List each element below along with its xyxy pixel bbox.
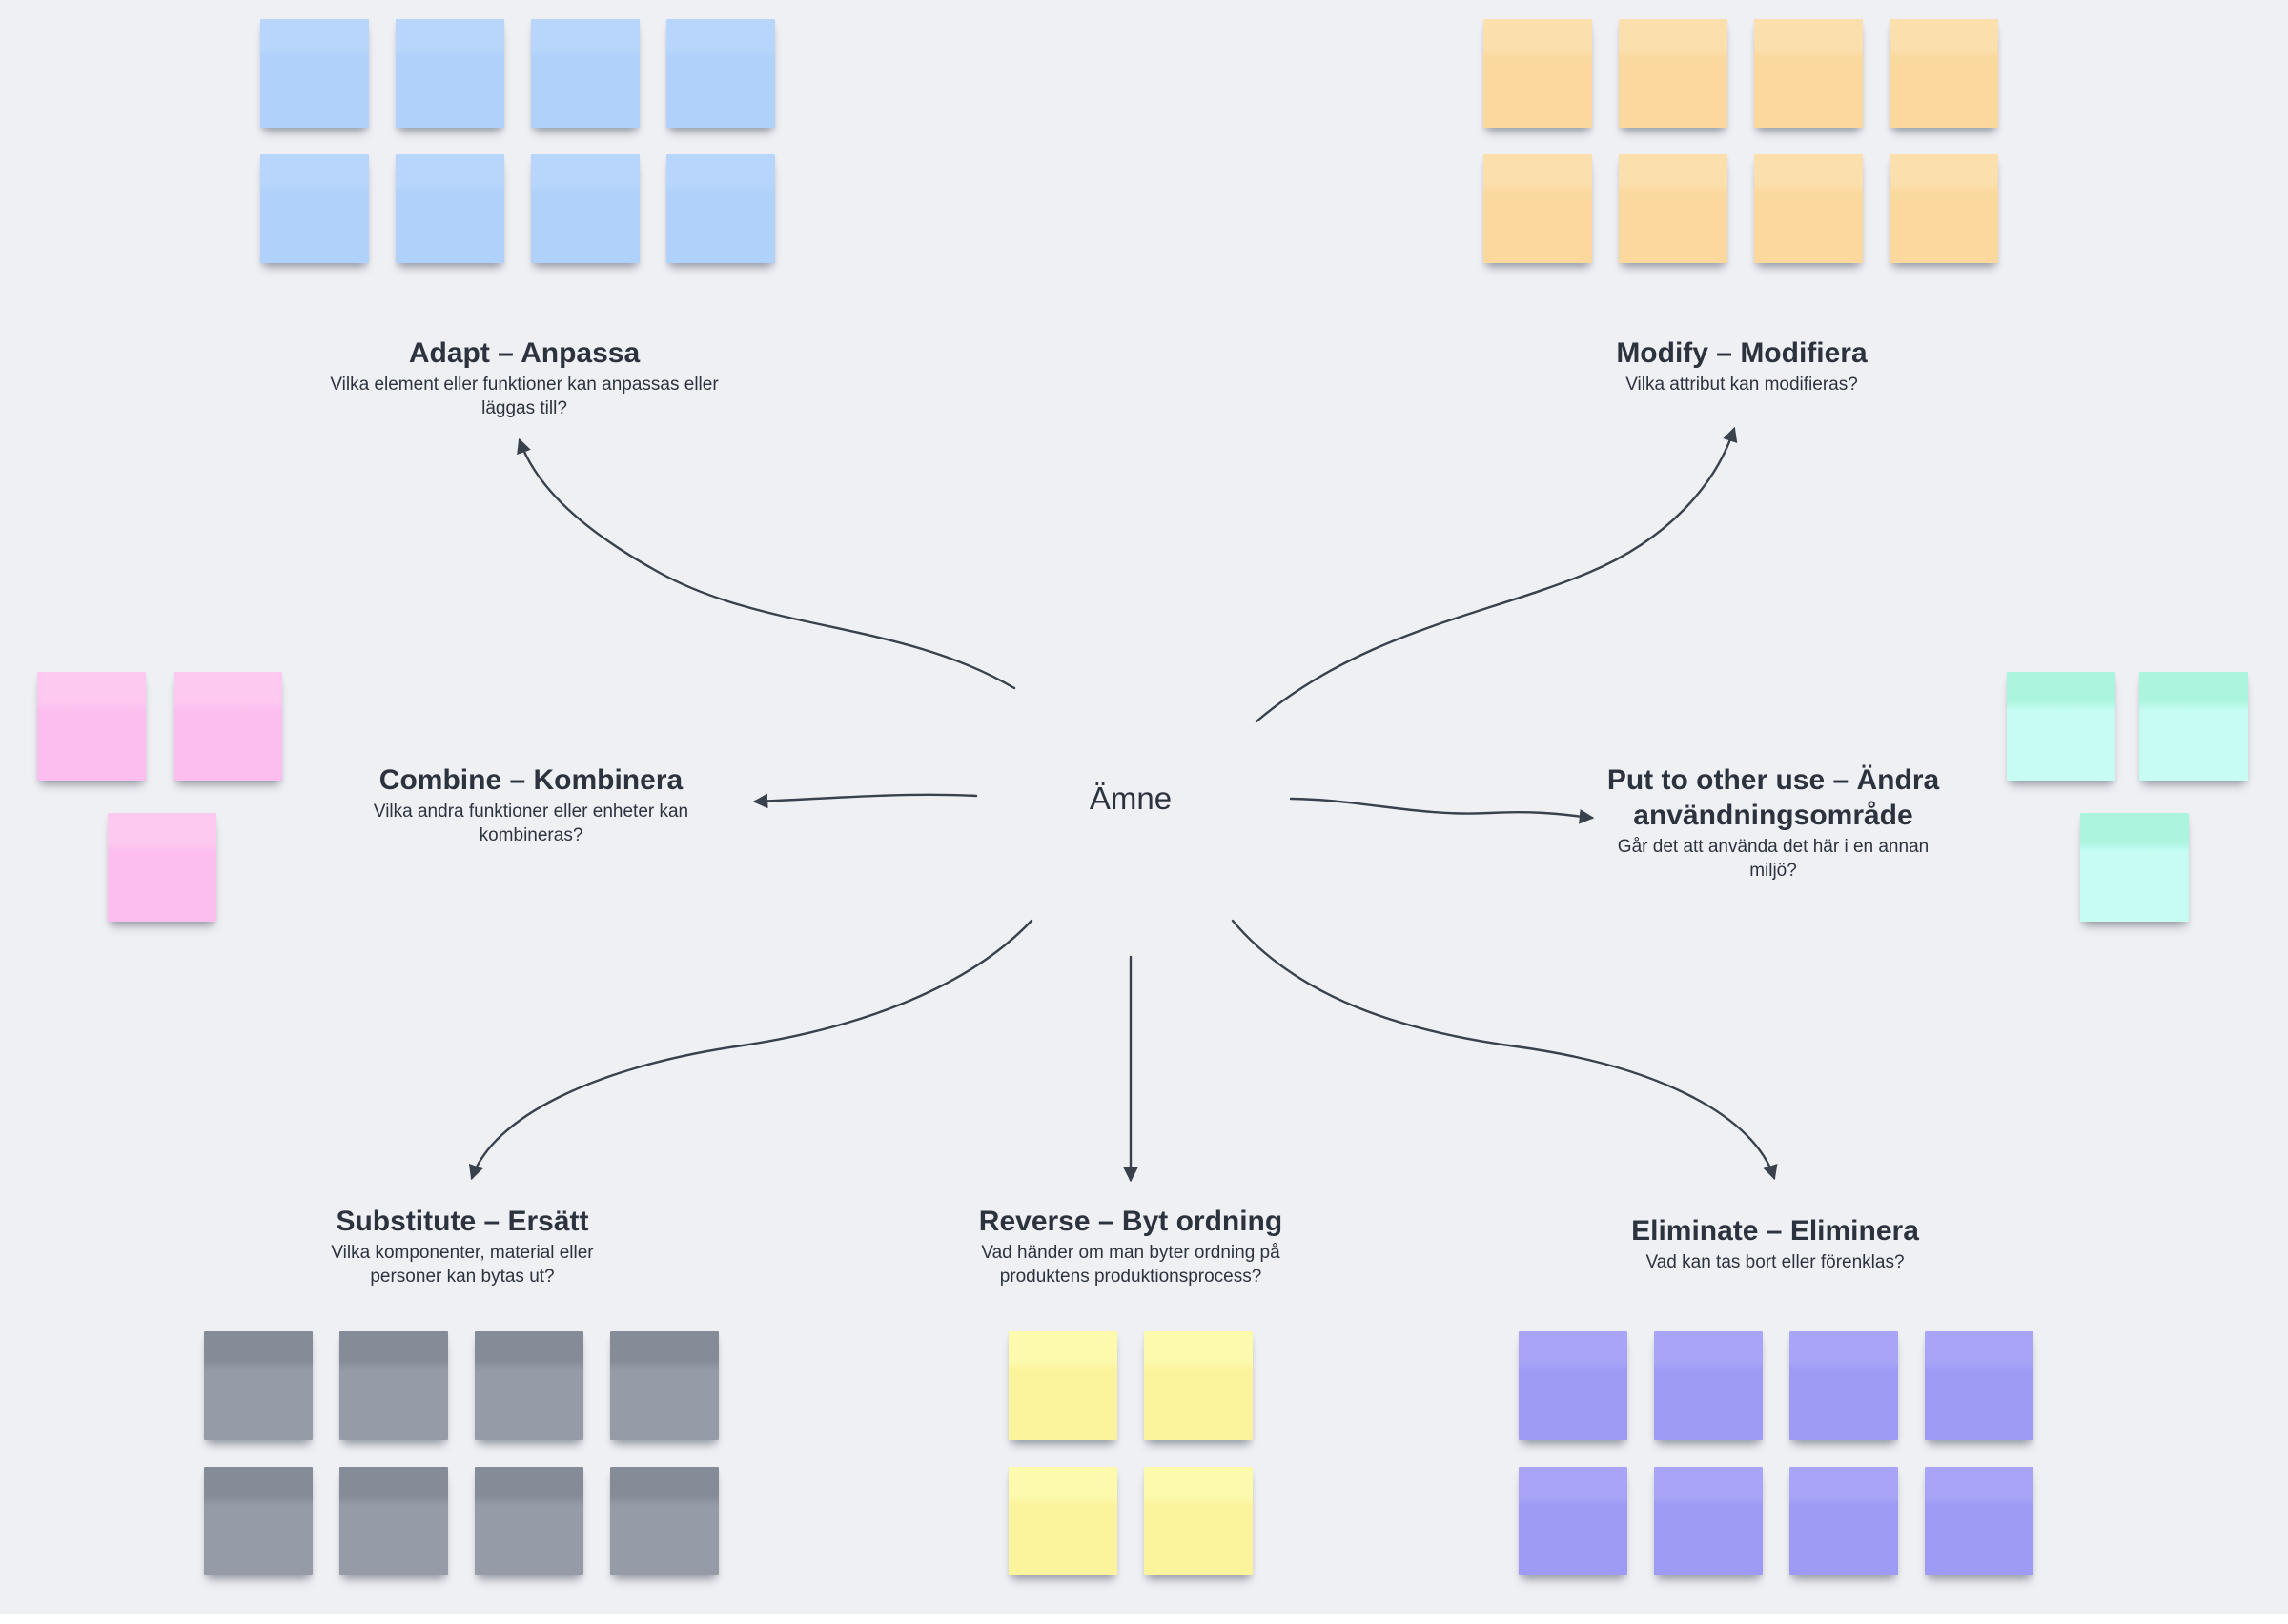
category-subtitle[interactable]: Vilka element eller funktioner kan anpas… (330, 375, 719, 418)
sticky-note[interactable] (2080, 813, 2189, 922)
canvas-bottom-edge (0, 1614, 2288, 1624)
sticky-note[interactable] (610, 1331, 719, 1440)
sticky-note[interactable] (1009, 1331, 1117, 1440)
connector-modify[interactable] (1255, 426, 1738, 723)
sticky-note[interactable] (1619, 19, 1727, 128)
sticky-note[interactable] (339, 1331, 448, 1440)
category-label-combine: Combine – Kombinera Vilka andra funktion… (302, 762, 760, 847)
connector-adapt[interactable] (517, 437, 1016, 690)
sticky-note[interactable] (2007, 672, 2115, 781)
sticky-note[interactable] (1754, 154, 1863, 263)
category-title[interactable]: Modify – Modifiera (1616, 337, 1868, 369)
sticky-note[interactable] (260, 19, 369, 128)
sticky-note[interactable] (396, 19, 504, 128)
sticky-note[interactable] (531, 154, 640, 263)
connector-combine[interactable] (752, 793, 978, 809)
sticky-note[interactable] (1754, 19, 1863, 128)
category-label-substitute: Substitute – Ersätt Vilka komponenter, m… (234, 1204, 691, 1289)
sticky-note[interactable] (610, 1467, 719, 1575)
sticky-note[interactable] (1519, 1331, 1627, 1440)
category-label-modify: Modify – Modifiera Vilka attribut kan mo… (1513, 335, 1971, 396)
sticky-note[interactable] (1890, 19, 1998, 128)
sticky-note[interactable] (666, 19, 775, 128)
sticky-note[interactable] (204, 1467, 313, 1575)
sticky-note[interactable] (1144, 1331, 1253, 1440)
sticky-note[interactable] (1519, 1467, 1627, 1575)
category-subtitle[interactable]: Vilka andra funktioner eller enheter kan… (373, 802, 689, 845)
category-title[interactable]: Eliminate – Eliminera (1631, 1215, 1919, 1247)
sticky-note[interactable] (1009, 1467, 1117, 1575)
category-title[interactable]: Adapt – Anpassa (408, 337, 641, 369)
category-title[interactable]: Reverse – Byt ordning (978, 1206, 1283, 1237)
sticky-note[interactable] (396, 154, 504, 263)
category-title[interactable]: Substitute – Ersätt (336, 1206, 589, 1237)
category-subtitle[interactable]: Vilka attribut kan modifieras? (1625, 375, 1858, 395)
category-subtitle[interactable]: Vad kan tas bort eller förenklas? (1645, 1252, 1905, 1272)
category-title[interactable]: Put to other use – Ändra användningsområ… (1606, 764, 1940, 831)
category-label-put-to-other-use: Put to other use – Ändra användningsområ… (1563, 762, 1983, 883)
connector-put-to-other-use[interactable] (1289, 797, 1595, 824)
sticky-note[interactable] (1925, 1467, 2033, 1575)
sticky-note[interactable] (475, 1331, 583, 1440)
sticky-note[interactable] (2139, 672, 2248, 781)
sticky-note[interactable] (531, 19, 640, 128)
sticky-note[interactable] (1789, 1467, 1898, 1575)
sticky-note[interactable] (339, 1467, 448, 1575)
category-subtitle[interactable]: Vilka komponenter, material eller person… (331, 1243, 594, 1287)
sticky-note[interactable] (1144, 1467, 1253, 1575)
connector-substitute[interactable] (468, 919, 1033, 1181)
sticky-note[interactable] (1619, 154, 1727, 263)
sticky-note[interactable] (260, 154, 369, 263)
sticky-note[interactable] (37, 672, 146, 781)
connector-eliminate[interactable] (1231, 919, 1778, 1181)
sticky-note[interactable] (475, 1467, 583, 1575)
sticky-note[interactable] (108, 813, 216, 922)
sticky-note[interactable] (1654, 1331, 1763, 1440)
category-subtitle[interactable]: Vad händer om man byter ordning på produ… (981, 1243, 1280, 1287)
sticky-note[interactable] (174, 672, 282, 781)
sticky-note[interactable] (204, 1331, 313, 1440)
sticky-note[interactable] (1654, 1467, 1763, 1575)
category-label-reverse: Reverse – Byt ordning Vad händer om man … (902, 1204, 1359, 1289)
category-subtitle[interactable]: Går det att använda det här i en annan m… (1617, 837, 1930, 881)
central-topic[interactable]: Ämne (1089, 781, 1173, 816)
sticky-note[interactable] (1483, 154, 1592, 263)
sticky-note[interactable] (666, 154, 775, 263)
sticky-note[interactable] (1925, 1331, 2033, 1440)
category-title[interactable]: Combine – Kombinera (378, 764, 684, 796)
sticky-note[interactable] (1483, 19, 1592, 128)
sticky-note[interactable] (1890, 154, 1998, 263)
sticky-note[interactable] (1789, 1331, 1898, 1440)
category-label-adapt: Adapt – Anpassa Vilka element eller funk… (296, 335, 753, 420)
category-label-eliminate: Eliminate – Eliminera Vad kan tas bort e… (1546, 1213, 2004, 1274)
